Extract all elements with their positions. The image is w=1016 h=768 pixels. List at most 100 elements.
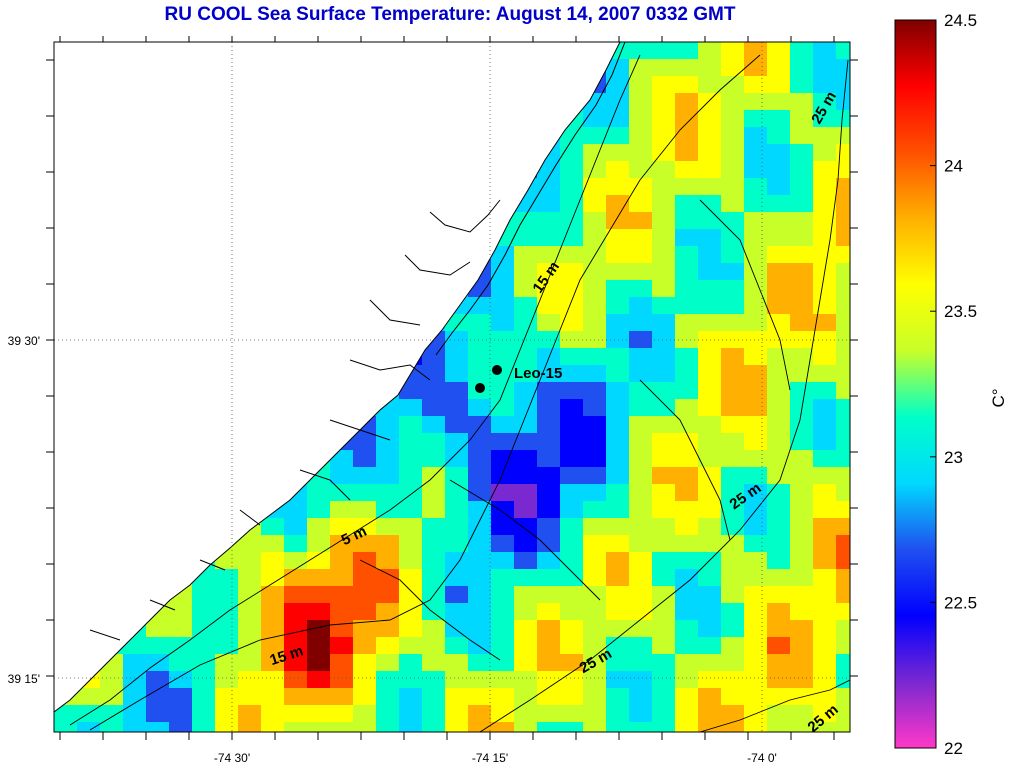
sst-cell (675, 297, 699, 315)
sst-cell (330, 654, 354, 672)
sst-cell (491, 535, 515, 553)
sst-cell (353, 535, 377, 553)
sst-cell (652, 518, 676, 536)
sst-cell (606, 654, 630, 672)
sst-cell (675, 110, 699, 128)
sst-cell (583, 688, 607, 706)
coastline-land (54, 42, 621, 713)
sst-cell (836, 280, 850, 298)
sst-cell (629, 127, 653, 145)
sst-cell (675, 450, 699, 468)
sst-cell (146, 637, 170, 655)
sst-cell (721, 552, 745, 570)
sst-cell (675, 42, 699, 60)
sst-cell (790, 535, 814, 553)
sst-cell (491, 620, 515, 638)
sst-cell (583, 382, 607, 400)
sst-cell (629, 195, 653, 213)
sst-cell (422, 535, 446, 553)
sst-cell (652, 399, 676, 417)
sst-cell (652, 195, 676, 213)
sst-cell (583, 484, 607, 502)
sst-cell (698, 229, 722, 247)
sst-cell (307, 671, 331, 689)
sst-cell (491, 552, 515, 570)
sst-cell (836, 348, 850, 366)
sst-cell (790, 552, 814, 570)
sst-cell (836, 450, 850, 468)
sst-cell (744, 212, 768, 230)
sst-cell (813, 705, 837, 723)
sst-cell (767, 467, 791, 485)
sst-cell (261, 688, 285, 706)
sst-cell (445, 688, 469, 706)
sst-cell (376, 501, 400, 519)
sst-cell (330, 688, 354, 706)
sst-cell (744, 620, 768, 638)
sst-cell (261, 535, 285, 553)
sst-cell (675, 518, 699, 536)
sst-cell (560, 331, 584, 349)
sst-cell (445, 450, 469, 468)
sst-cell (54, 722, 78, 732)
land-mask (54, 42, 626, 713)
sst-cell (514, 297, 538, 315)
sst-cell (836, 178, 850, 196)
sst-cell (560, 416, 584, 434)
sst-cell (721, 671, 745, 689)
sst-cell (468, 348, 492, 366)
sst-cell (445, 705, 469, 723)
sst-cell (698, 450, 722, 468)
sst-cell (422, 552, 446, 570)
sst-cell (261, 603, 285, 621)
sst-cell (721, 637, 745, 655)
sst-cell (583, 348, 607, 366)
sst-cell (629, 416, 653, 434)
sst-cell (836, 399, 850, 417)
sst-cell (583, 671, 607, 689)
sst-cell (698, 127, 722, 145)
sst-cell (560, 229, 584, 247)
sst-cell (836, 705, 850, 723)
sst-cell (537, 348, 561, 366)
sst-cell (744, 399, 768, 417)
sst-cell (192, 637, 216, 655)
colorbar-tick-label: 24 (944, 157, 963, 176)
sst-cell (583, 552, 607, 570)
axis-ticks (46, 36, 858, 740)
sst-cell (261, 620, 285, 638)
sst-cell (652, 688, 676, 706)
sst-cell (537, 399, 561, 417)
sst-cell (698, 365, 722, 383)
sst-cell (491, 433, 515, 451)
sst-cell (767, 127, 791, 145)
sst-cell (215, 620, 239, 638)
sst-cell (721, 280, 745, 298)
sst-cell (767, 76, 791, 94)
sst-cell (744, 144, 768, 162)
sst-cell (629, 552, 653, 570)
sst-cell (813, 586, 837, 604)
sst-cell (422, 382, 446, 400)
sst-cell (698, 144, 722, 162)
sst-cell (284, 722, 308, 732)
sst-cell (675, 569, 699, 587)
sst-cell (652, 161, 676, 179)
sst-cell (399, 637, 423, 655)
sst-cell (307, 535, 331, 553)
sst-cell (606, 535, 630, 553)
sst-cell (583, 229, 607, 247)
sst-cell (675, 348, 699, 366)
sst-cell (445, 569, 469, 587)
x-tick-label: -74 0' (747, 751, 777, 765)
sst-cell (583, 569, 607, 587)
sst-cell (836, 229, 850, 247)
sst-cell (813, 212, 837, 230)
sst-cell (790, 705, 814, 723)
sst-cell (514, 280, 538, 298)
sst-cell (767, 399, 791, 417)
sst-cell (353, 722, 377, 732)
sst-cell (836, 654, 850, 672)
sst-cell (629, 569, 653, 587)
isobath-misc-4 (699, 199, 791, 391)
